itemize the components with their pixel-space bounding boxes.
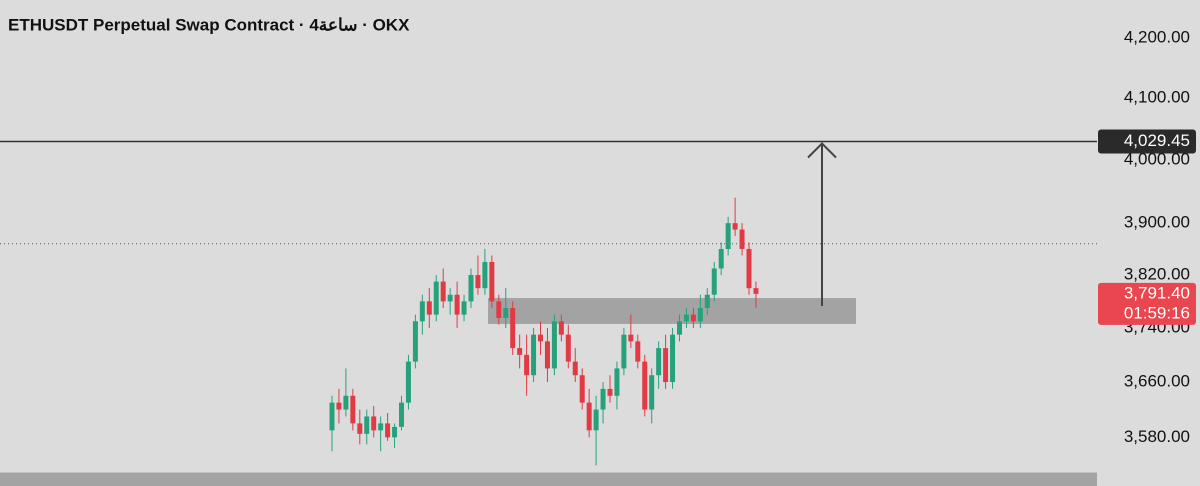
candle-body xyxy=(614,368,620,396)
candle-body xyxy=(531,334,537,376)
y-tick-label: 4,100.00 xyxy=(1124,88,1190,107)
zone xyxy=(0,472,1097,486)
candle-body xyxy=(670,334,676,383)
candle-body xyxy=(621,334,627,369)
candle-body xyxy=(329,402,335,431)
candle-body xyxy=(642,361,648,410)
candle-body xyxy=(419,301,425,322)
candle-body xyxy=(433,281,439,315)
candle-body xyxy=(454,294,460,315)
candle-body xyxy=(524,354,530,376)
candle-body xyxy=(461,301,467,315)
candle-body xyxy=(753,288,759,294)
current-price-label: 3,791.40 xyxy=(1124,283,1190,302)
candle-body xyxy=(475,275,481,289)
candle-body xyxy=(711,268,717,295)
candle-body xyxy=(489,261,495,302)
candle-body xyxy=(496,301,502,318)
candle-body xyxy=(482,261,488,289)
candle-body xyxy=(607,388,613,396)
candle-body xyxy=(399,402,404,427)
candle-body xyxy=(697,307,703,322)
candle-body xyxy=(392,426,398,438)
candle-body xyxy=(412,321,418,362)
candle-body xyxy=(558,321,564,335)
y-tick-label: 3,900.00 xyxy=(1124,213,1190,232)
candle-body xyxy=(551,321,557,369)
candle-body xyxy=(725,223,731,249)
countdown: 01:59:16 xyxy=(1124,303,1190,322)
candle-body xyxy=(405,361,411,403)
candle-body xyxy=(683,314,689,322)
y-tick-label: 4,000.00 xyxy=(1124,149,1190,168)
candle-body xyxy=(503,307,509,318)
candle-body xyxy=(336,402,342,410)
candle-body xyxy=(371,416,377,431)
candle-body xyxy=(704,294,710,308)
candle-body xyxy=(579,375,585,403)
candle-body xyxy=(538,334,543,342)
chart-title: ETHUSDT Perpetual Swap Contract · 4ساعة … xyxy=(8,15,410,34)
y-tick-label: 3,820.00 xyxy=(1124,265,1190,284)
zone xyxy=(488,298,856,324)
candle-body xyxy=(440,281,446,302)
candle-body xyxy=(718,248,724,269)
candle-body xyxy=(343,395,349,410)
candle-body xyxy=(593,409,599,431)
candle-body xyxy=(350,395,356,424)
price-label-box xyxy=(1098,129,1196,154)
candle-body xyxy=(649,375,655,410)
candle-body xyxy=(677,321,682,335)
candle-body xyxy=(385,423,391,438)
price-label: 4,029.45 xyxy=(1124,131,1190,150)
candle-body xyxy=(517,348,523,355)
candle-body xyxy=(510,307,516,349)
candle-body xyxy=(364,416,370,434)
candle-body xyxy=(732,223,738,230)
candle-body xyxy=(357,423,363,434)
candle-body xyxy=(635,341,641,362)
candle-body xyxy=(600,388,606,410)
candle-body xyxy=(572,361,578,376)
candle-body xyxy=(739,229,745,249)
candle-body xyxy=(746,248,752,289)
current-price-box xyxy=(1098,282,1196,325)
candle-body xyxy=(565,334,571,362)
candle-body xyxy=(426,301,432,315)
candle-body xyxy=(586,402,592,431)
y-tick-label: 3,660.00 xyxy=(1124,372,1190,391)
y-tick-label: 3,580.00 xyxy=(1124,427,1190,446)
y-tick-label: 4,200.00 xyxy=(1124,27,1190,46)
candle-body xyxy=(690,314,696,322)
arrow xyxy=(807,142,837,307)
candle-body xyxy=(628,334,634,342)
candle-body xyxy=(378,423,384,431)
candle-body xyxy=(447,294,453,302)
candle-body xyxy=(663,348,669,383)
candle-body xyxy=(656,348,662,376)
candle-body xyxy=(468,275,474,302)
candle-body xyxy=(544,341,550,369)
